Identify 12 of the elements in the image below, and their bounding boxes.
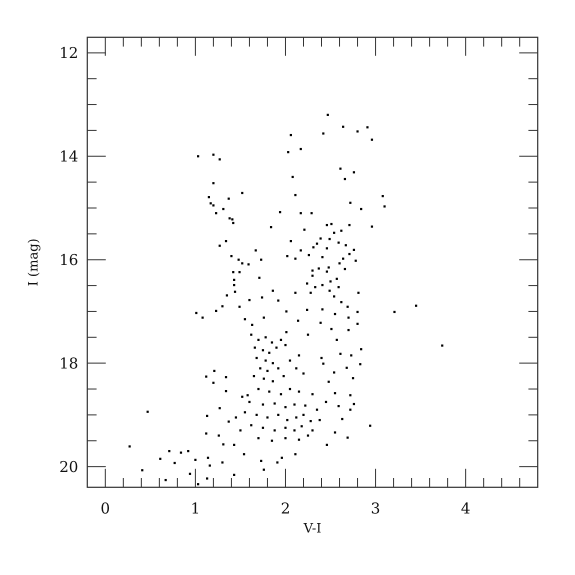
- x-tick-label: 3: [370, 499, 380, 518]
- y-tick-label: 12: [59, 44, 78, 62]
- x-tick-label: 0: [100, 499, 110, 518]
- y-axis-title: I (mag): [26, 238, 42, 286]
- x-tick-label: 4: [460, 499, 470, 518]
- x-tick-label: 1: [190, 499, 200, 518]
- y-tick-label: 14: [59, 148, 78, 166]
- y-tick-label: 18: [59, 354, 78, 373]
- y-tick-label: 20: [59, 458, 78, 476]
- x-axis-title: V-I: [302, 521, 322, 536]
- x-tick-label: 2: [280, 499, 290, 518]
- y-tick-label: 16: [59, 251, 78, 270]
